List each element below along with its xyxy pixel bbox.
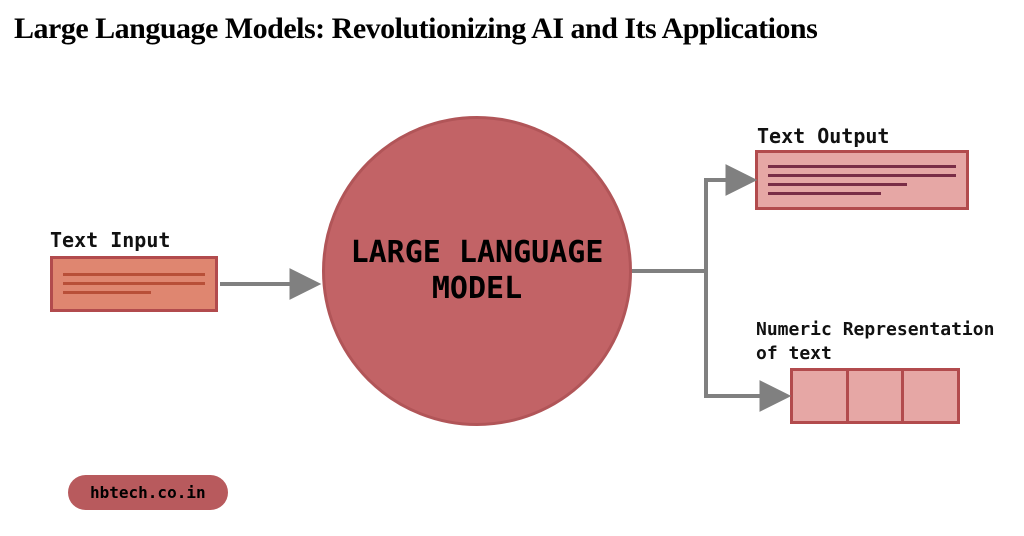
output-text-box (755, 150, 969, 210)
output-numeric-label: Numeric Representation of text (756, 318, 994, 367)
text-line-icon (768, 174, 956, 177)
text-line-icon (63, 291, 151, 294)
numeric-cell (904, 371, 957, 421)
center-circle: LARGE LANGUAGE MODEL (322, 116, 632, 426)
footer-badge: hbtech.co.in (68, 475, 228, 510)
input-box (50, 256, 218, 312)
output-numeric-box (790, 368, 960, 424)
text-line-icon (63, 282, 205, 285)
text-line-icon (768, 183, 907, 186)
text-line-icon (768, 192, 881, 195)
numeric-cell (793, 371, 849, 421)
text-line-icon (768, 165, 956, 168)
page-title: Large Language Models: Revolutionizing A… (0, 0, 1024, 46)
text-line-icon (63, 273, 205, 276)
llm-diagram: Text Input LARGE LANGUAGE MODEL Text Out… (0, 46, 1024, 516)
center-circle-text: LARGE LANGUAGE MODEL (325, 235, 629, 307)
numeric-cell (849, 371, 905, 421)
edge-branch-output-text (706, 180, 752, 271)
input-label: Text Input (50, 228, 170, 252)
output-text-label: Text Output (757, 124, 889, 148)
